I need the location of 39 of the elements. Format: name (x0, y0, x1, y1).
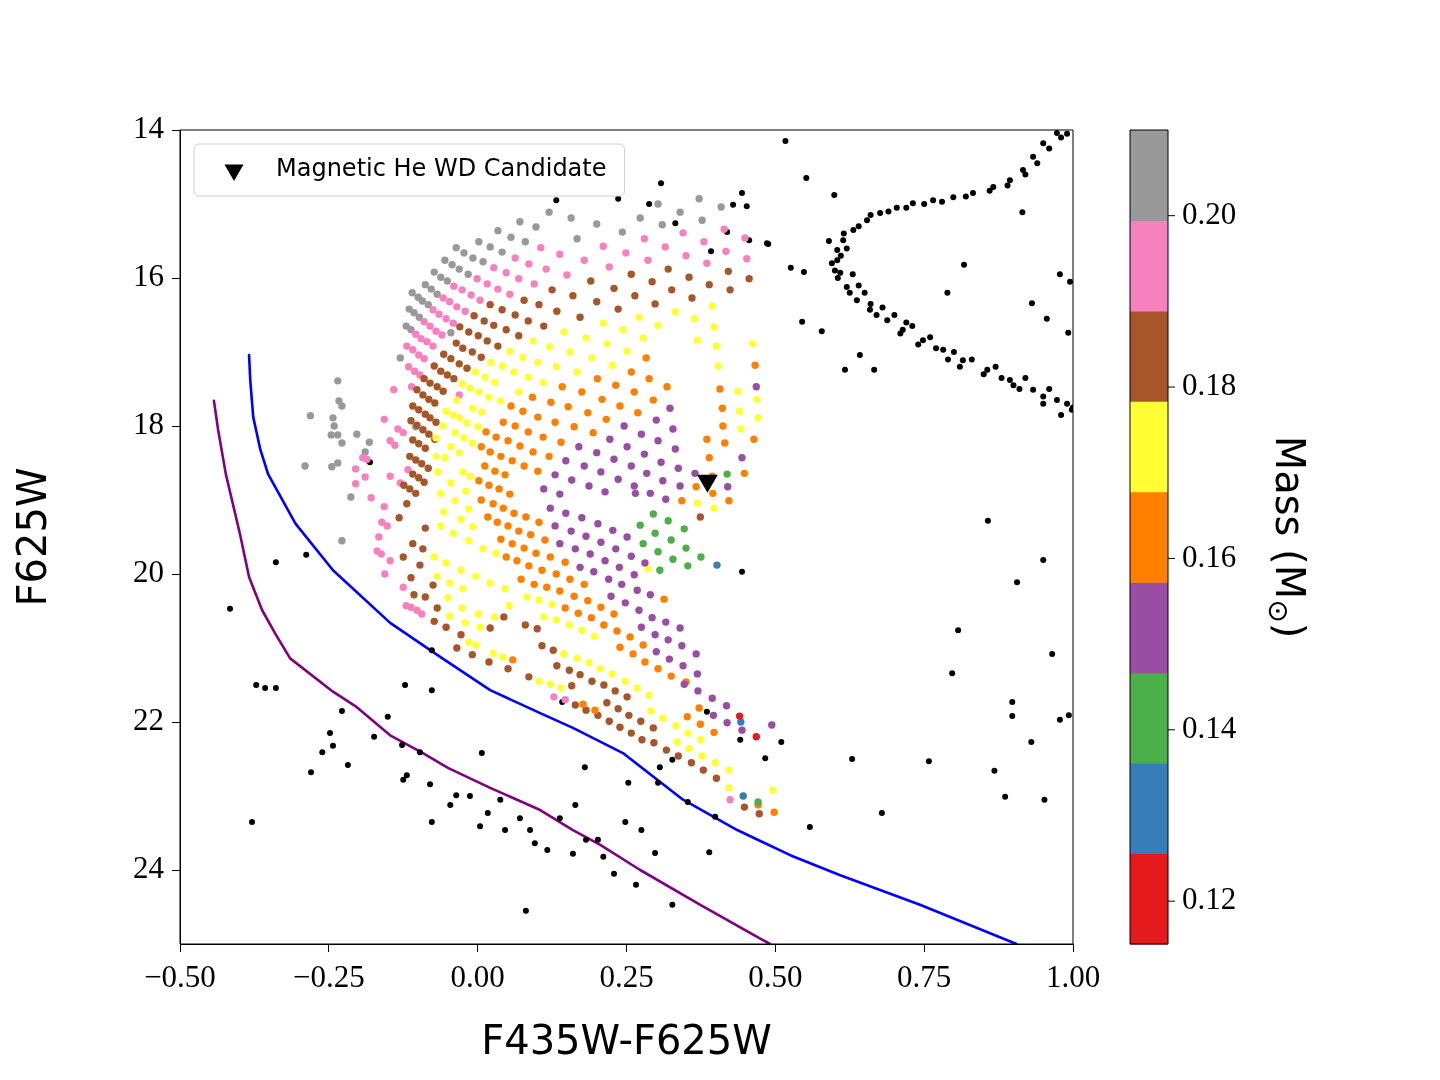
legend-label: Magnetic He WD Candidate (276, 154, 607, 183)
point (680, 525, 688, 533)
point (684, 562, 692, 570)
point (654, 548, 662, 556)
y-tick-label: 24 (133, 850, 165, 886)
point (656, 566, 664, 574)
color-bar-label: 0.18 (1182, 367, 1237, 403)
point (649, 510, 657, 518)
x-tick-label: −0.50 (144, 958, 216, 994)
y-tick-label: 16 (133, 258, 164, 294)
x-tick-label: 0.00 (450, 958, 505, 994)
point (639, 539, 647, 548)
point (697, 553, 705, 561)
point (713, 561, 721, 569)
color-bar-label: 0.20 (1182, 195, 1237, 231)
point (636, 521, 644, 529)
y-tick-label: 18 (133, 406, 164, 442)
point (752, 733, 760, 741)
point (667, 536, 675, 544)
point (682, 544, 690, 552)
point (664, 517, 672, 525)
x-tick-label: −0.25 (292, 958, 365, 994)
point (651, 529, 659, 537)
x-axis-title: F435W-F625W (481, 1017, 772, 1064)
y-tick-label: 20 (133, 554, 164, 590)
x-tick-label: 0.50 (748, 958, 803, 994)
point (669, 555, 677, 563)
y-tick-label: 22 (133, 702, 164, 738)
point (723, 470, 731, 478)
y-tick-label: 14 (133, 110, 165, 146)
color-bar-label: 0.16 (1182, 538, 1237, 574)
color-bar-title: Mass (M⊙) (1261, 435, 1313, 639)
x-tick-label: 0.25 (599, 958, 654, 994)
y-axis-title: F625W (9, 467, 56, 607)
x-tick-label: 0.75 (897, 958, 952, 994)
point (735, 712, 744, 720)
color-bar-label: 0.14 (1182, 709, 1237, 745)
x-tick-label: 1.00 (1045, 958, 1101, 994)
color-bar-label: 0.12 (1182, 881, 1237, 917)
